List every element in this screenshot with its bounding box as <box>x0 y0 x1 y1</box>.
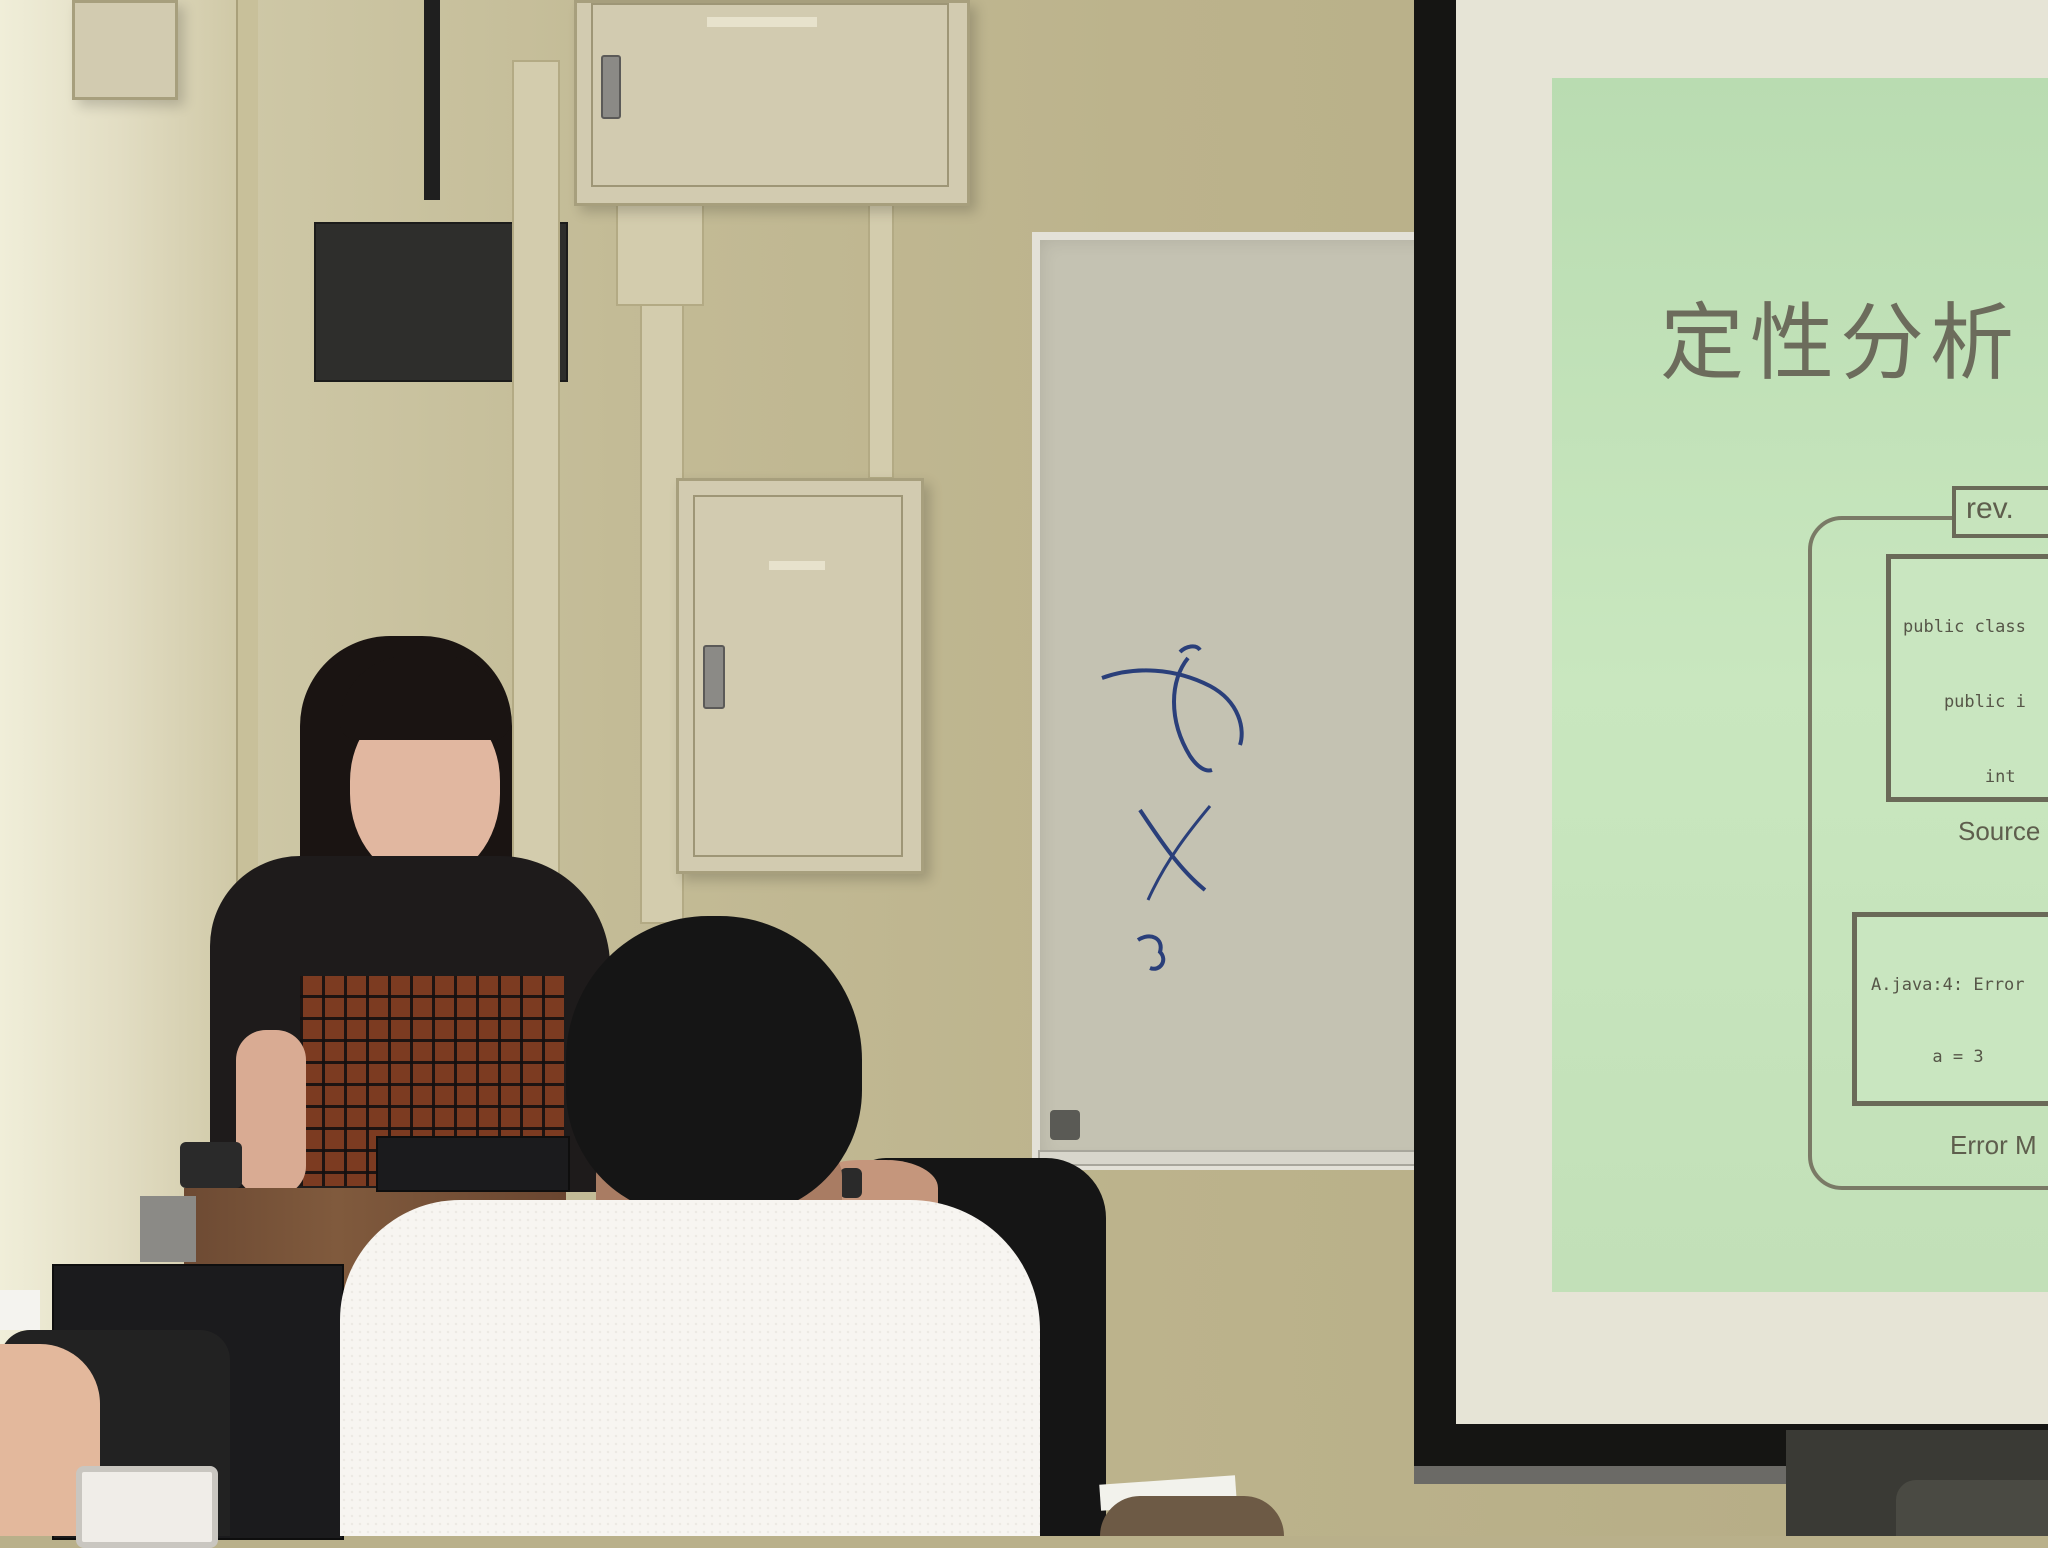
marker-scribbles <box>1101 644 1244 971</box>
chair-back <box>1896 1480 2048 1536</box>
diagram-outline <box>1808 516 2048 1190</box>
cabinet-latch <box>601 55 621 119</box>
error-message-box: A.java:4: Error a = 3 ^ A.java:5: Error … <box>1852 912 2048 1106</box>
error-line: A.java:4: Error <box>1871 975 2025 995</box>
desk-edge <box>1100 1496 1284 1536</box>
cabinet-door <box>693 495 903 857</box>
electrical-cabinet-upper <box>574 0 970 206</box>
code-line: int <box>1903 767 2016 787</box>
whiteboard <box>1032 232 1444 1170</box>
whiteboard-tray <box>1038 1150 1434 1166</box>
source-caption: Source <box>1958 816 2041 846</box>
error-line: a = 3 <box>1871 1047 1984 1067</box>
wall-conduit <box>868 200 894 479</box>
code-line: public i <box>1903 692 2026 712</box>
presenter-bangs <box>340 656 510 740</box>
slide-title: 定性分析 <box>1660 294 2021 392</box>
cabinet-latch <box>703 645 725 709</box>
revision-tab: rev. <box>1952 486 2048 538</box>
wall-conduit <box>512 60 560 884</box>
cabinet-door <box>591 3 949 187</box>
presenter-laptop <box>376 1136 570 1192</box>
cabinet-label <box>707 17 817 27</box>
code-line: public class <box>1903 617 2026 637</box>
whiteboard-eraser <box>1050 1110 1080 1140</box>
wall-box <box>72 0 178 100</box>
paper-sheet <box>0 1290 40 1330</box>
listener-head <box>566 916 862 1216</box>
cabinet-label <box>769 561 825 570</box>
error-caption: Error M <box>1950 1130 2037 1160</box>
presentation-slide: 定性分析 rev. public class public i int a = … <box>1552 78 2048 1292</box>
conduit-junction <box>616 202 704 306</box>
electrical-cabinet-lower <box>676 478 924 874</box>
listener-white-shirt <box>340 1200 1040 1536</box>
pen <box>840 1168 862 1198</box>
projector-mount-pole <box>424 0 440 200</box>
presenter-arm <box>236 1030 306 1196</box>
source-code-box: public class public i int a = b = retu }… <box>1886 554 2048 802</box>
podium-side-shelf <box>140 1196 196 1262</box>
podium-device <box>180 1142 242 1188</box>
